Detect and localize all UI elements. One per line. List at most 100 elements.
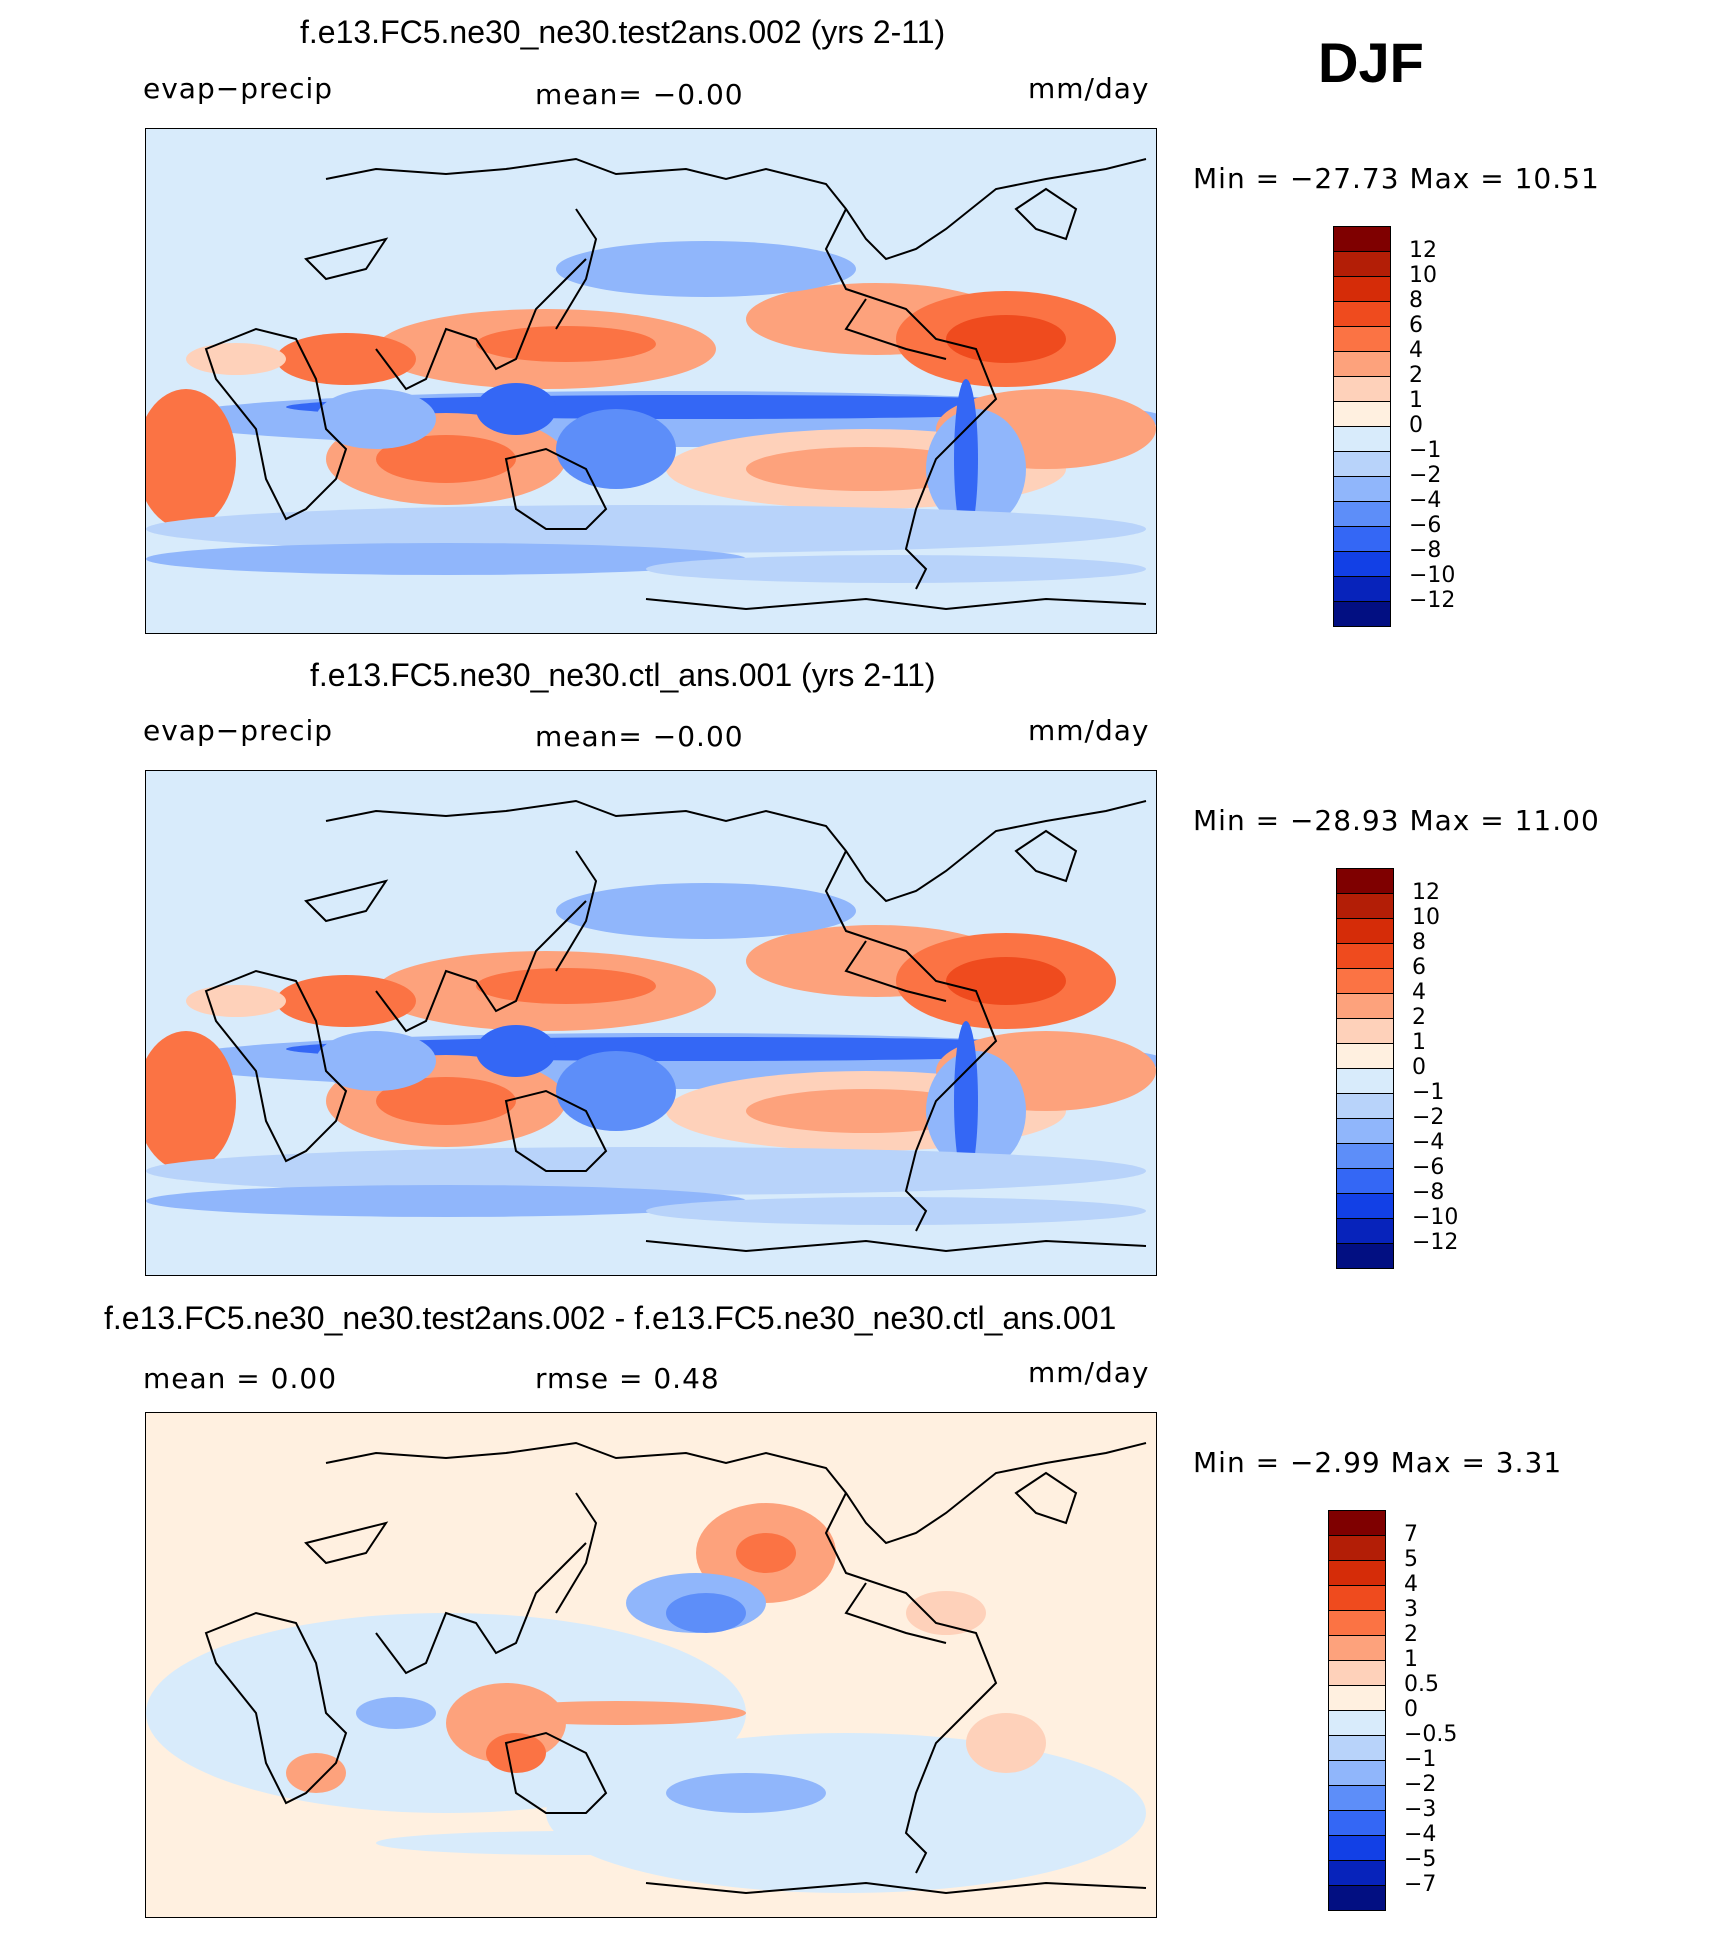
contour-region xyxy=(556,1051,676,1131)
colorbar-cell xyxy=(1328,1560,1386,1586)
coastline xyxy=(645,1881,1147,1895)
colorbar-cell xyxy=(1336,1168,1394,1194)
colorbar-tick-label: −8 xyxy=(1412,1180,1445,1205)
colorbar-tick-label: −2 xyxy=(1404,1772,1437,1797)
contour-region xyxy=(356,1697,436,1729)
coastline xyxy=(824,850,998,1232)
contour-region xyxy=(954,1021,978,1181)
coastline xyxy=(555,1492,598,1614)
variable-label: evap−precip xyxy=(143,72,334,105)
contour-region xyxy=(666,1593,746,1633)
colorbar-tick-label: 4 xyxy=(1412,980,1426,1005)
coastline xyxy=(1014,187,1078,241)
contour-region xyxy=(646,1197,1146,1225)
coastline xyxy=(824,208,998,590)
colorbar-tick-label: 1 xyxy=(1404,1647,1418,1672)
colorbar-cell xyxy=(1333,226,1391,252)
min-max-label: Min = −28.93 Max = 11.00 xyxy=(1193,804,1600,837)
contour-region xyxy=(276,333,416,385)
colorbar-cell xyxy=(1333,551,1391,577)
map-difference xyxy=(145,1412,1157,1918)
contour-region xyxy=(376,1831,776,1855)
colorbar-cell xyxy=(1328,1710,1386,1736)
colorbar-cell xyxy=(1336,1143,1394,1169)
colorbar-tick-label: 10 xyxy=(1409,263,1437,288)
colorbar-cell xyxy=(1336,868,1394,894)
contour-region xyxy=(736,1533,796,1573)
colorbar-tick-label: 2 xyxy=(1412,1005,1426,1030)
min-max-label: Min = −2.99 Max = 3.31 xyxy=(1193,1446,1563,1479)
contour-region xyxy=(556,883,856,939)
colorbar-tick-label: −2 xyxy=(1409,463,1442,488)
colorbar-cell xyxy=(1333,301,1391,327)
colorbar-cell xyxy=(1333,526,1391,552)
colorbar-cell xyxy=(1336,943,1394,969)
mean-label: mean= −0.00 xyxy=(535,78,744,111)
mean-label: mean= −0.00 xyxy=(535,720,744,753)
contour-region xyxy=(376,1077,516,1125)
coastline xyxy=(375,258,587,391)
colorbar-tick-label: −6 xyxy=(1412,1155,1445,1180)
colorbar-tick-label: −0.5 xyxy=(1404,1722,1458,1747)
coastline xyxy=(844,298,947,360)
contour-region xyxy=(546,1733,1146,1893)
coastline xyxy=(844,940,947,1002)
colorbar-tick-label: −1 xyxy=(1412,1080,1445,1105)
colorbar-tick-label: −8 xyxy=(1409,538,1442,563)
colorbar-cell xyxy=(1336,1093,1394,1119)
contour-region xyxy=(666,1773,826,1813)
colorbar-cell xyxy=(1333,401,1391,427)
colorbar-tick-label: 4 xyxy=(1404,1572,1418,1597)
contour-region xyxy=(486,1733,546,1773)
colorbar-cell xyxy=(1328,1510,1386,1536)
colorbar-cell xyxy=(1336,1243,1394,1269)
colorbar-cell xyxy=(1328,1785,1386,1811)
colorbar-cell xyxy=(1333,351,1391,377)
colorbar-tick-label: −3 xyxy=(1404,1797,1437,1822)
variable-label: evap−precip xyxy=(143,714,334,747)
colorbar-cell xyxy=(1328,1860,1386,1886)
map-test xyxy=(145,128,1157,634)
colorbar-cell xyxy=(1328,1585,1386,1611)
colorbar-tick-label: −4 xyxy=(1404,1822,1437,1847)
coastline xyxy=(645,1239,1147,1253)
coastline xyxy=(645,597,1147,611)
colorbar-cell xyxy=(1336,1218,1394,1244)
colorbar-tick-label: 12 xyxy=(1409,238,1437,263)
colorbar-tick-label: 7 xyxy=(1404,1522,1418,1547)
colorbar-tick-label: 8 xyxy=(1409,288,1423,313)
panel-title: f.e13.FC5.ne30_ne30.ctl_ans.001 (yrs 2-1… xyxy=(310,657,936,693)
contour-region xyxy=(966,1713,1046,1773)
contour-region xyxy=(186,985,286,1017)
colorbar-tick-label: −2 xyxy=(1412,1105,1445,1130)
coastline xyxy=(555,850,598,972)
contour-region xyxy=(146,389,236,529)
colorbar-cell xyxy=(1333,251,1391,277)
colorbar-cell xyxy=(1333,326,1391,352)
contour-region xyxy=(556,409,676,489)
colorbar-cell xyxy=(1333,276,1391,302)
contour-region xyxy=(146,505,1146,553)
panel-title: f.e13.FC5.ne30_ne30.test2ans.002 (yrs 2-… xyxy=(300,14,946,50)
coastline xyxy=(555,208,598,330)
colorbar-cell xyxy=(1328,1535,1386,1561)
coastline xyxy=(304,879,389,923)
coastline xyxy=(1014,829,1078,883)
colorbar-tick-label: −7 xyxy=(1404,1872,1437,1897)
coastline xyxy=(304,237,389,281)
mean-label: mean = 0.00 xyxy=(143,1362,338,1395)
colorbar-cell xyxy=(1336,918,1394,944)
colorbar-cell xyxy=(1328,1760,1386,1786)
rmse-label: rmse = 0.48 xyxy=(535,1362,720,1395)
colorbar-tick-label: −10 xyxy=(1412,1205,1459,1230)
coastline xyxy=(375,1542,587,1675)
coastline xyxy=(325,157,1147,261)
colorbar-cell xyxy=(1336,993,1394,1019)
colorbar-tick-label: −10 xyxy=(1409,563,1456,588)
colorbar-cell xyxy=(1336,968,1394,994)
coastline xyxy=(504,1731,608,1814)
coastline xyxy=(304,1521,389,1565)
contour-region xyxy=(146,1147,1146,1195)
contour-region xyxy=(954,379,978,539)
colorbar-cell xyxy=(1333,576,1391,602)
